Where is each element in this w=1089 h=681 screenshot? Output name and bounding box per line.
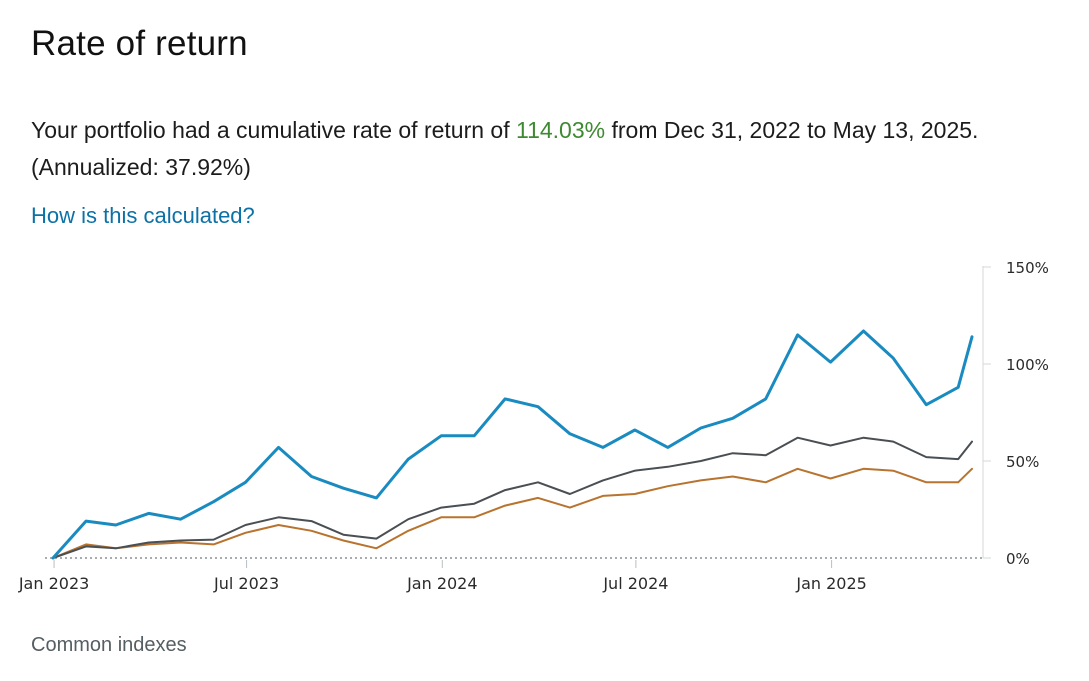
summary-prefix: Your portfolio had a cumulative rate of … <box>31 117 516 143</box>
y-tick-label: 50% <box>1006 453 1039 471</box>
y-tick-label: 100% <box>1006 356 1049 374</box>
page-title: Rate of return <box>31 24 248 63</box>
rate-of-return-chart: 0% 50% 100% 150% Jan 2023 Jul 2023 Jan 2024 Jul… <box>18 259 1049 593</box>
series-line-2 <box>52 467 973 559</box>
x-tick-label: Jul 2024 <box>602 574 668 593</box>
x-tick-label: Jan 2024 <box>406 574 477 593</box>
series-line-1 <box>52 436 973 559</box>
x-tick-label: Jul 2023 <box>213 574 279 593</box>
y-tick-label: 0% <box>1006 550 1030 568</box>
cumulative-return-value: 114.03% <box>516 117 606 143</box>
y-tick-label: 150% <box>1006 259 1049 277</box>
return-summary: Your portfolio had a cumulative rate of … <box>31 112 1061 186</box>
chart-axes: 0% 50% 100% 150% Jan 2023 Jul 2023 Jan 2024 Jul… <box>18 259 1049 593</box>
series-line-0 <box>51 329 974 560</box>
x-tick-label: Jan 2025 <box>795 574 866 593</box>
summary-suffix: from Dec 31, 2022 to May 13, 2025. (Annu… <box>31 117 979 180</box>
x-tick-label: Jan 2023 <box>18 574 89 593</box>
chart-series <box>51 329 974 560</box>
common-indexes-label: Common indexes <box>31 634 187 656</box>
how-calculated-link[interactable]: How is this calculated? <box>31 203 255 228</box>
